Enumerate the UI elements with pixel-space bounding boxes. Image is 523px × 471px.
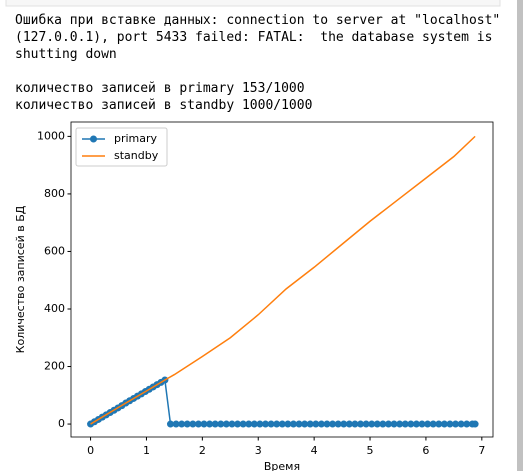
- point: [362, 420, 370, 428]
- point: [256, 420, 264, 428]
- point: [200, 420, 208, 428]
- point: [440, 420, 448, 428]
- output-line: Ошибка при вставке данных: connection to…: [15, 13, 500, 28]
- point: [418, 420, 426, 428]
- point: [373, 420, 381, 428]
- point: [340, 420, 348, 428]
- point: [284, 420, 292, 428]
- point: [166, 420, 174, 428]
- chart: 0 1 2 3 4 5 6 7 0 200 400 600 800 1000 Время Количество…: [14, 121, 494, 471]
- y-tick-label: 400: [44, 302, 65, 315]
- point: [228, 420, 236, 428]
- point: [407, 420, 415, 428]
- legend-label: standby: [114, 149, 159, 162]
- point: [368, 420, 376, 428]
- point: [446, 420, 454, 428]
- x-tick-label: 1: [143, 444, 150, 457]
- x-tick-label: 6: [422, 444, 429, 457]
- y-tick-label: 600: [44, 244, 65, 257]
- x-tick-label: 4: [311, 444, 318, 457]
- scrollbar[interactable]: [517, 0, 523, 471]
- point: [211, 420, 219, 428]
- y-axis-label: Количество записей в БД: [14, 205, 27, 353]
- y-tick-label: 200: [44, 360, 65, 373]
- point: [384, 420, 392, 428]
- y-tick-label: 0: [58, 417, 65, 430]
- y-tick-label: 1000: [37, 129, 65, 142]
- output-line: количество записей в standby 1000/1000: [15, 98, 312, 113]
- point: [206, 420, 214, 428]
- point: [424, 420, 432, 428]
- x-tick-label: 3: [255, 444, 262, 457]
- cell-edge: [5, 0, 501, 7]
- point: [412, 420, 420, 428]
- point: [429, 420, 437, 428]
- point: [401, 420, 409, 428]
- point: [250, 420, 258, 428]
- x-tick-label: 7: [478, 444, 485, 457]
- point: [239, 420, 247, 428]
- point: [379, 420, 387, 428]
- x-axis-label: Время: [264, 460, 300, 471]
- point: [351, 420, 359, 428]
- point: [245, 420, 253, 428]
- point: [463, 420, 471, 428]
- point: [234, 420, 242, 428]
- text-output: Ошибка при вставке данных: connection to…: [15, 13, 500, 113]
- output-line: shutting down: [15, 47, 117, 62]
- point: [262, 420, 270, 428]
- output-line: количество записей в primary 153/1000: [15, 81, 305, 96]
- point: [306, 420, 314, 428]
- point: [312, 420, 320, 428]
- point: [435, 420, 443, 428]
- point: [396, 420, 404, 428]
- point: [329, 420, 337, 428]
- point: [471, 420, 479, 428]
- legend-label: primary: [114, 132, 158, 145]
- point: [189, 420, 197, 428]
- point: [217, 420, 225, 428]
- axes-frame: [70, 121, 494, 438]
- point: [178, 420, 186, 428]
- series-line: [90, 135, 476, 425]
- point: [295, 420, 303, 428]
- point: [323, 420, 331, 428]
- point: [183, 420, 191, 428]
- point: [452, 420, 460, 428]
- x-tick-label: 5: [367, 444, 374, 457]
- point: [289, 420, 297, 428]
- point: [267, 420, 275, 428]
- point: [457, 420, 465, 428]
- point: [222, 420, 230, 428]
- point: [194, 420, 202, 428]
- point: [357, 420, 365, 428]
- output-line: (127.0.0.1), port 5433 failed: FATAL: th…: [15, 30, 492, 45]
- point: [278, 420, 286, 428]
- point: [345, 420, 353, 428]
- x-tick-label: 2: [199, 444, 206, 457]
- point: [172, 420, 180, 428]
- y-tick-label: 800: [44, 187, 65, 200]
- x-tick-label: 0: [87, 444, 94, 457]
- point: [301, 420, 309, 428]
- legend-marker: [90, 135, 97, 143]
- point: [317, 420, 325, 428]
- point: [273, 420, 281, 428]
- point: [334, 420, 342, 428]
- point: [390, 420, 398, 428]
